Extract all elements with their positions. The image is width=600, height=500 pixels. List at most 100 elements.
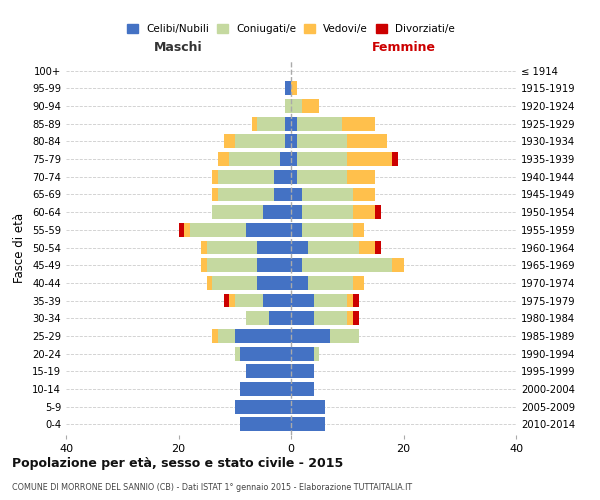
Bar: [201, 258, 206, 272]
Bar: [280, 152, 291, 166]
Bar: [201, 240, 206, 254]
Bar: [257, 117, 286, 130]
Bar: [286, 134, 291, 148]
Bar: [206, 240, 257, 254]
Bar: [190, 223, 246, 236]
Bar: [206, 258, 257, 272]
Bar: [291, 418, 325, 432]
Bar: [212, 276, 257, 290]
Bar: [246, 312, 269, 325]
Bar: [184, 223, 190, 236]
Bar: [291, 152, 296, 166]
Bar: [212, 205, 263, 219]
Legend: Celibi/Nubili, Coniugati/e, Vedovi/e, Divorziati/e: Celibi/Nubili, Coniugati/e, Vedovi/e, Di…: [123, 20, 459, 38]
Bar: [302, 99, 319, 113]
Bar: [347, 294, 353, 308]
Bar: [212, 170, 218, 183]
Text: Maschi: Maschi: [154, 41, 203, 54]
Bar: [308, 276, 353, 290]
Bar: [274, 170, 291, 183]
Bar: [218, 170, 274, 183]
Bar: [291, 240, 308, 254]
Bar: [246, 364, 291, 378]
Bar: [347, 134, 386, 148]
Bar: [296, 152, 347, 166]
Bar: [291, 82, 296, 95]
Bar: [218, 329, 235, 343]
Bar: [353, 205, 376, 219]
Bar: [392, 152, 398, 166]
Bar: [353, 188, 376, 202]
Bar: [179, 223, 184, 236]
Bar: [246, 223, 291, 236]
Bar: [251, 117, 257, 130]
Bar: [291, 223, 302, 236]
Bar: [263, 205, 291, 219]
Bar: [331, 329, 359, 343]
Bar: [314, 346, 319, 360]
Bar: [257, 276, 291, 290]
Bar: [223, 294, 229, 308]
Bar: [314, 294, 347, 308]
Bar: [359, 240, 376, 254]
Bar: [241, 346, 291, 360]
Bar: [229, 152, 280, 166]
Bar: [296, 117, 341, 130]
Bar: [286, 99, 291, 113]
Bar: [353, 312, 359, 325]
Bar: [291, 346, 314, 360]
Bar: [341, 117, 376, 130]
Bar: [291, 188, 302, 202]
Bar: [296, 134, 347, 148]
Bar: [286, 117, 291, 130]
Bar: [235, 346, 241, 360]
Bar: [291, 205, 302, 219]
Bar: [296, 170, 347, 183]
Y-axis label: Fasce di età: Fasce di età: [13, 212, 26, 282]
Bar: [291, 99, 302, 113]
Bar: [291, 170, 296, 183]
Bar: [291, 134, 296, 148]
Bar: [291, 329, 331, 343]
Bar: [241, 382, 291, 396]
Bar: [302, 258, 392, 272]
Bar: [376, 240, 381, 254]
Bar: [353, 276, 364, 290]
Bar: [218, 188, 274, 202]
Bar: [291, 117, 296, 130]
Bar: [223, 134, 235, 148]
Text: COMUNE DI MORRONE DEL SANNIO (CB) - Dati ISTAT 1° gennaio 2015 - Elaborazione TU: COMUNE DI MORRONE DEL SANNIO (CB) - Dati…: [12, 482, 412, 492]
Bar: [347, 312, 353, 325]
Bar: [206, 276, 212, 290]
Bar: [314, 312, 347, 325]
Bar: [218, 152, 229, 166]
Bar: [291, 294, 314, 308]
Bar: [353, 294, 359, 308]
Bar: [291, 400, 325, 413]
Bar: [229, 294, 235, 308]
Bar: [257, 240, 291, 254]
Bar: [291, 312, 314, 325]
Bar: [257, 258, 291, 272]
Bar: [274, 188, 291, 202]
Bar: [235, 134, 286, 148]
Text: Popolazione per età, sesso e stato civile - 2015: Popolazione per età, sesso e stato civil…: [12, 458, 343, 470]
Bar: [347, 152, 392, 166]
Bar: [212, 188, 218, 202]
Bar: [308, 240, 359, 254]
Bar: [291, 382, 314, 396]
Bar: [302, 205, 353, 219]
Bar: [291, 364, 314, 378]
Bar: [235, 329, 291, 343]
Bar: [235, 294, 263, 308]
Bar: [286, 82, 291, 95]
Bar: [263, 294, 291, 308]
Bar: [392, 258, 404, 272]
Bar: [302, 188, 353, 202]
Bar: [376, 205, 381, 219]
Bar: [291, 258, 302, 272]
Bar: [241, 418, 291, 432]
Bar: [269, 312, 291, 325]
Bar: [235, 400, 291, 413]
Bar: [353, 223, 364, 236]
